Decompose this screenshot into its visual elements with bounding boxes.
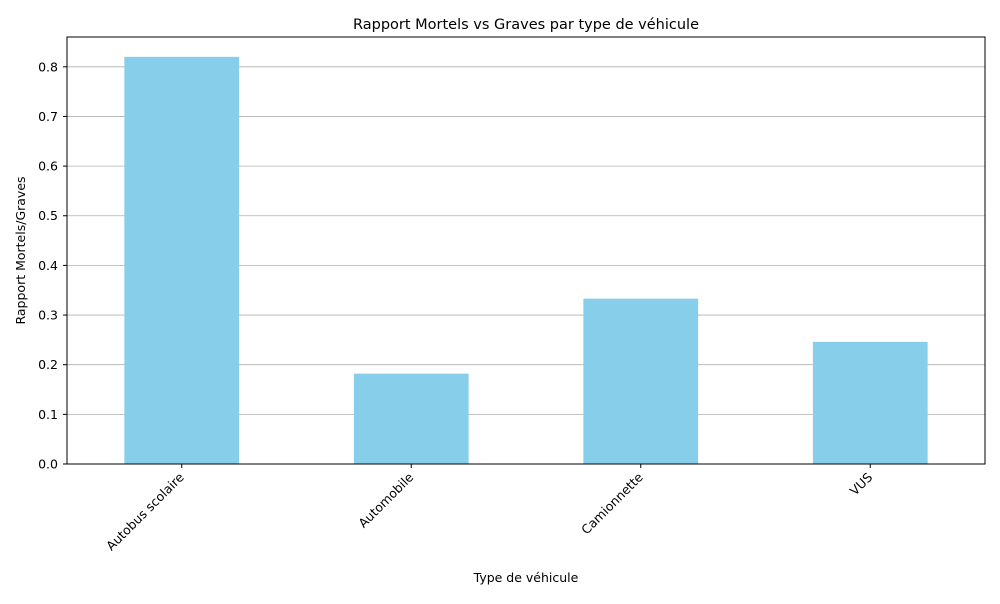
y-tick-label: 0.7 xyxy=(38,109,58,124)
y-tick-label: 0.8 xyxy=(38,59,58,74)
x-tick-label: VUS xyxy=(847,469,876,498)
y-tick-label: 0.6 xyxy=(38,159,58,174)
x-axis-ticks: Autobus scolaire Automobile Camionnette VUS xyxy=(103,464,875,553)
y-tick-label: 0.2 xyxy=(38,357,58,372)
bars xyxy=(124,56,928,464)
y-axis-label: Rapport Mortels/Graves xyxy=(13,176,28,324)
bar xyxy=(124,56,240,464)
bar xyxy=(812,341,928,464)
y-tick-label: 0.3 xyxy=(38,308,58,323)
chart-title: Rapport Mortels vs Graves par type de vé… xyxy=(353,17,699,33)
y-tick-label: 0.1 xyxy=(38,407,58,422)
x-tick-label: Camionnette xyxy=(578,469,646,537)
bar xyxy=(353,373,469,464)
bar xyxy=(583,298,699,464)
x-axis-label: Type de véhicule xyxy=(473,570,579,585)
y-tick-label: 0.0 xyxy=(38,457,58,472)
plot-frame xyxy=(66,36,986,465)
y-tick-label: 0.4 xyxy=(38,258,58,273)
x-tick-label: Automobile xyxy=(355,469,416,530)
x-tick-label: Autobus scolaire xyxy=(103,469,187,553)
y-axis-ticks: 0.0 0.1 0.2 0.3 0.4 0.5 0.6 0.7 0.8 xyxy=(38,59,67,472)
y-tick-label: 0.5 xyxy=(38,208,58,223)
